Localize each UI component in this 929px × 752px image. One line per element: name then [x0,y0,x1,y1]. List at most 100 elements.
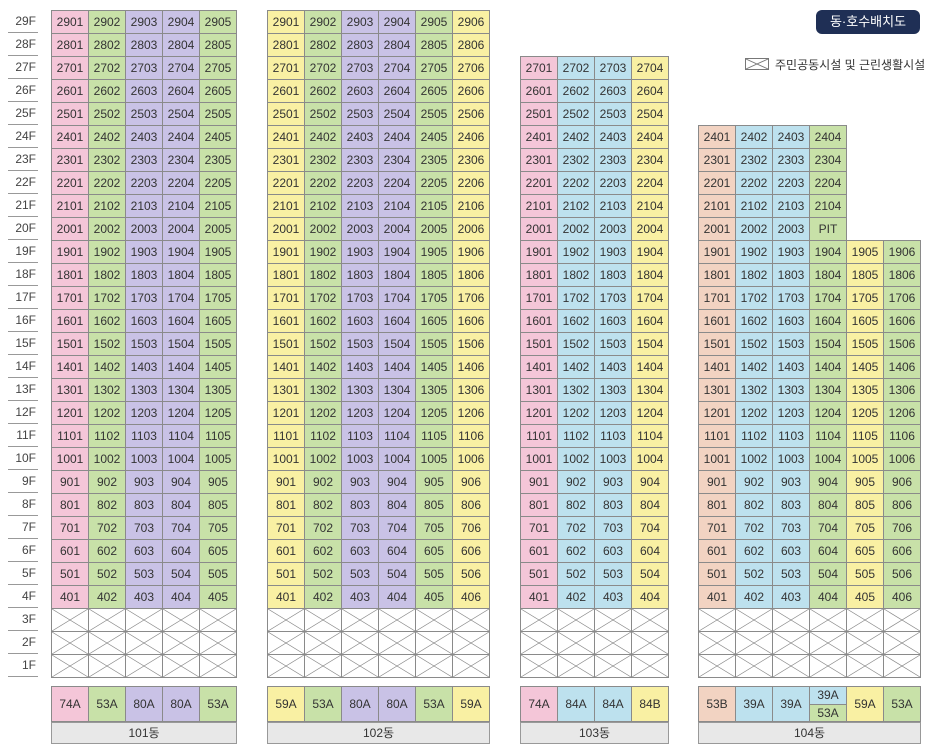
unit-cell: 2604 [162,79,200,103]
unit-cell: 1202 [735,401,773,425]
common-facility-cell [341,631,379,655]
unit-cell: 1202 [557,401,595,425]
unit-cell: 2906 [452,10,490,34]
unit-cell: 2802 [88,33,126,57]
unit-cell: 2202 [88,171,126,195]
common-facility-cell [594,654,632,678]
unit-cell: 2602 [557,79,595,103]
unit-cell: 1004 [378,447,416,471]
unit-cell: 805 [199,493,237,517]
floor-label: 7F [8,516,38,539]
common-facility-cell [735,631,773,655]
common-facility-cell [162,608,200,632]
unit-cell: 802 [735,493,773,517]
unit-cell: 1804 [809,263,847,287]
unit-cell: 1003 [594,447,632,471]
unit-cell: 704 [378,516,416,540]
common-facility-legend-icon [745,58,769,70]
unit-cell: 603 [125,539,163,563]
floor-label: 1F [8,654,38,677]
unit-type-cell: 39A [772,686,810,722]
unit-cell: 603 [594,539,632,563]
floor-label: 2F [8,631,38,654]
unit-cell: 901 [698,470,736,494]
unit-cell: 1402 [88,355,126,379]
unit-cell: 1206 [452,401,490,425]
common-facility-cell [809,631,847,655]
unit-cell: 1401 [520,355,558,379]
unit-cell: 1105 [199,424,237,448]
unit-cell: 2505 [415,102,453,126]
unit-cell: 1802 [557,263,595,287]
floor-label: 16F [8,309,38,332]
unit-cell: 1803 [772,263,810,287]
unit-cell: 805 [846,493,884,517]
unit-cell: 2403 [341,125,379,149]
unit-cell: 2101 [520,194,558,218]
unit-type-cell: 74A [520,686,558,722]
common-facility-cell [125,631,163,655]
unit-cell: 2804 [378,33,416,57]
unit-cell: 1203 [594,401,632,425]
unit-cell: 1703 [341,286,379,310]
unit-cell: 706 [452,516,490,540]
unit-cell: 2404 [378,125,416,149]
unit-cell: 2904 [162,10,200,34]
unit-cell: 2203 [125,171,163,195]
unit-cell: 1603 [772,309,810,333]
unit-cell: 2003 [772,217,810,241]
unit-cell: 2105 [199,194,237,218]
unit-cell: 1701 [520,286,558,310]
unit-cell: 1803 [125,263,163,287]
unit-cell: 2503 [341,102,379,126]
unit-cell: 1306 [883,378,921,402]
unit-cell: 1004 [631,447,669,471]
unit-cell: 2205 [415,171,453,195]
unit-cell: 1301 [51,378,89,402]
unit-cell: 2901 [51,10,89,34]
floor-label: 8F [8,493,38,516]
unit-cell: 703 [772,516,810,540]
unit-cell: 1501 [267,332,305,356]
unit-cell: 2702 [557,56,595,80]
unit-cell: 1203 [125,401,163,425]
unit-cell: 1701 [267,286,305,310]
unit-cell: 2301 [698,148,736,172]
unit-cell: 405 [199,585,237,609]
unit-cell: 1006 [883,447,921,471]
unit-cell: 2202 [557,171,595,195]
unit-cell: 406 [883,585,921,609]
floor-label: 4F [8,585,38,608]
unit-cell: 2603 [125,79,163,103]
unit-cell: 2102 [557,194,595,218]
unit-cell: 1001 [51,447,89,471]
unit-cell: 2203 [772,171,810,195]
unit-cell: 802 [304,493,342,517]
common-facility-cell [378,608,416,632]
unit-cell: 1704 [162,286,200,310]
unit-cell: 1505 [415,332,453,356]
unit-cell: 1802 [304,263,342,287]
unit-cell: 2402 [304,125,342,149]
unit-cell: 2902 [88,10,126,34]
unit-cell: 1104 [378,424,416,448]
unit-cell: 1602 [304,309,342,333]
floor-label: 19F [8,240,38,263]
unit-cell: 2403 [125,125,163,149]
unit-cell: 2802 [304,33,342,57]
unit-cell: 1001 [267,447,305,471]
unit-cell: 506 [452,562,490,586]
unit-cell: 402 [557,585,595,609]
unit-cell: 1305 [846,378,884,402]
unit-cell: 1005 [415,447,453,471]
unit-type-cell: 53A [883,686,921,722]
unit-cell: 1304 [378,378,416,402]
unit-cell: 1103 [772,424,810,448]
unit-cell: 2401 [520,125,558,149]
unit-cell: 702 [304,516,342,540]
unit-cell: 2501 [520,102,558,126]
unit-cell: 2803 [341,33,379,57]
unit-cell: 1501 [520,332,558,356]
unit-cell: 704 [809,516,847,540]
unit-cell: 2304 [162,148,200,172]
